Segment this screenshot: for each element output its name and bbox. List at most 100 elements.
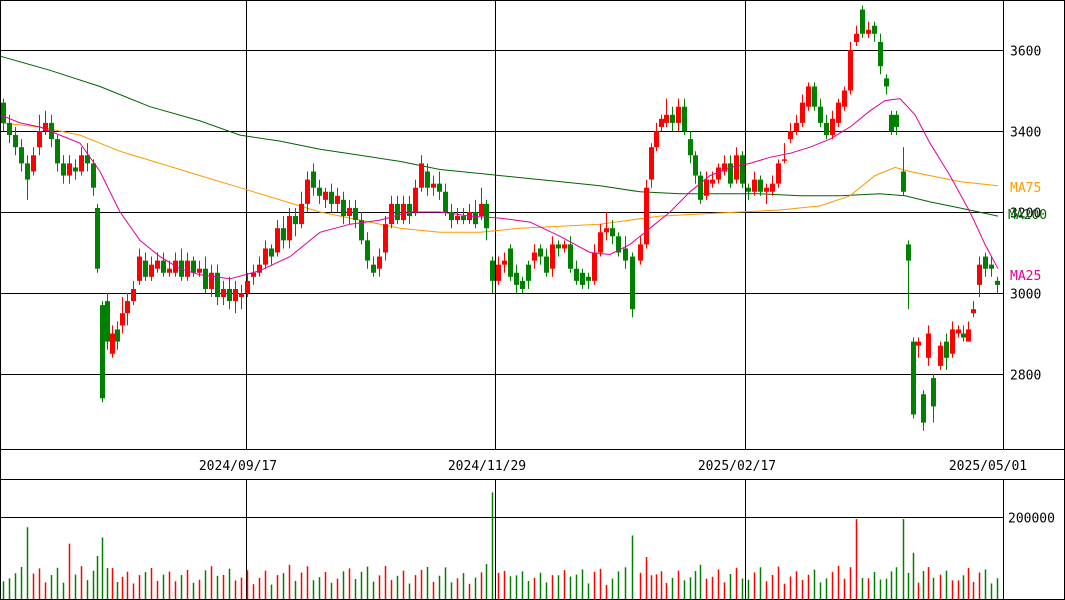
- candle-body: [431, 183, 436, 188]
- volume-panel: 200000: [0, 479, 1055, 599]
- candle-body: [659, 118, 664, 127]
- candle-body: [125, 301, 130, 314]
- ma200-label: MA200: [1008, 208, 1047, 223]
- candle-body: [520, 280, 525, 289]
- candle-body: [100, 305, 105, 399]
- candle-body: [514, 272, 519, 285]
- candle-body: [854, 33, 859, 42]
- candle-body: [383, 224, 388, 253]
- date-tick-label: 2024/11/29: [448, 459, 526, 474]
- candle-body: [389, 203, 394, 225]
- candle-body: [55, 139, 60, 164]
- candle-body: [830, 118, 835, 136]
- candle-body: [353, 207, 358, 221]
- price-tick-label: 3600: [1010, 45, 1041, 60]
- candle-body: [85, 155, 90, 164]
- candle-body: [185, 260, 190, 277]
- candle-body: [31, 155, 36, 172]
- candle-body: [926, 333, 931, 358]
- candle-body: [776, 163, 781, 184]
- candle-body: [341, 199, 346, 217]
- candle-body: [311, 171, 316, 188]
- candle-body: [323, 191, 328, 200]
- candle-body: [251, 272, 256, 277]
- date-tick-label: 2025/02/17: [698, 459, 776, 474]
- candle-body: [67, 163, 72, 176]
- candle-body: [479, 203, 484, 217]
- price-tick-label: 3400: [1010, 126, 1041, 141]
- candle-body: [664, 114, 669, 123]
- ma200-line: [0, 55, 999, 217]
- candle-body: [764, 187, 769, 192]
- candle-body: [257, 264, 262, 273]
- candle-body: [191, 260, 196, 273]
- candle-body: [401, 203, 406, 221]
- candle-body: [800, 102, 805, 123]
- ma25-label: MA25: [1010, 269, 1041, 284]
- date-tick-label: 2024/09/17: [199, 459, 277, 474]
- candle-body: [574, 268, 579, 281]
- candle-body: [496, 264, 501, 281]
- candle-body: [7, 122, 12, 136]
- candle-body: [120, 313, 125, 326]
- candle-body: [872, 25, 877, 34]
- candle-body: [37, 131, 42, 148]
- candle-body: [275, 228, 280, 253]
- candle-body: [961, 333, 966, 338]
- candle-body: [209, 272, 214, 289]
- candle-body: [623, 248, 628, 261]
- ma75-line: [0, 122, 999, 233]
- candle-body: [1, 102, 6, 123]
- candle-body: [722, 163, 727, 172]
- candle-body: [812, 86, 817, 107]
- candle-body: [971, 309, 976, 314]
- candle-body: [806, 86, 811, 107]
- candle-body: [233, 288, 238, 302]
- candle-body: [215, 272, 220, 298]
- candle-body: [670, 114, 675, 123]
- candle-body: [95, 207, 100, 269]
- candle-body: [818, 106, 823, 123]
- candle-body: [25, 163, 30, 180]
- candle-body: [866, 29, 871, 34]
- candle-body: [878, 41, 883, 67]
- candle-body: [644, 187, 649, 245]
- candle-body: [473, 212, 478, 225]
- ma75-label: MA75: [1010, 181, 1041, 196]
- candle-body: [649, 147, 654, 180]
- date-tick-label: 2025/05/01: [949, 459, 1027, 474]
- candle-body: [556, 244, 561, 249]
- candle-body: [906, 244, 911, 261]
- candle-body: [848, 50, 853, 91]
- candle-body: [508, 248, 513, 277]
- candle-body: [752, 179, 757, 192]
- candle-body: [73, 167, 78, 172]
- candle-body: [293, 216, 298, 225]
- candle-body: [824, 122, 829, 136]
- candle-body: [770, 183, 775, 192]
- candle-body: [137, 256, 142, 281]
- price-tick-label: 3000: [1010, 288, 1041, 303]
- candle-body: [425, 171, 430, 188]
- candle-body: [693, 155, 698, 176]
- candle-body: [299, 203, 304, 225]
- candle-body: [782, 159, 787, 161]
- candle-body: [131, 288, 136, 302]
- candle-body: [592, 252, 597, 281]
- candle-body: [203, 268, 208, 289]
- candle-body: [950, 329, 955, 354]
- candle-body: [716, 167, 721, 180]
- candle-body: [586, 276, 591, 281]
- candle-body: [889, 114, 894, 131]
- candle-body: [365, 240, 370, 261]
- candle-body: [995, 280, 1000, 285]
- candle-body: [931, 378, 936, 407]
- volume-tick-label: 200000: [1008, 512, 1055, 527]
- candle-body: [61, 163, 66, 176]
- candle-body: [704, 179, 709, 196]
- candle-body: [329, 191, 334, 204]
- price-tick-label: 2800: [1010, 369, 1041, 384]
- candle-body: [484, 203, 489, 229]
- candle-body: [79, 155, 84, 172]
